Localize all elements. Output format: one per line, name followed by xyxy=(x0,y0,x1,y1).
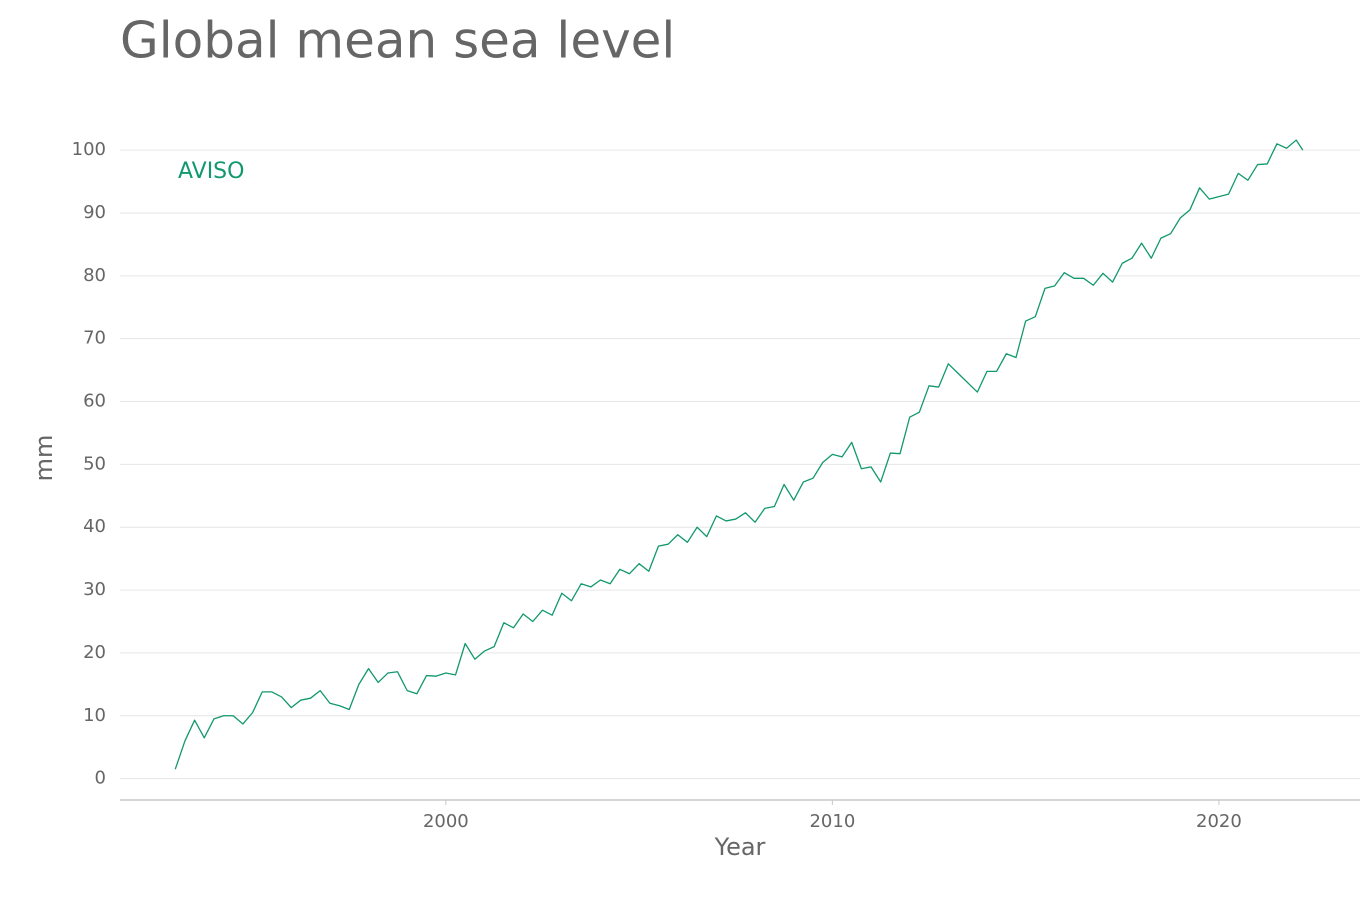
x-tick-label: 2010 xyxy=(809,811,855,832)
y-tick-label: 90 xyxy=(83,202,106,223)
y-axis-label: mm xyxy=(30,435,58,482)
y-tick-label: 20 xyxy=(83,642,106,663)
y-tick-label: 40 xyxy=(83,516,106,537)
y-tick-label: 10 xyxy=(83,705,106,726)
y-tick-label: 0 xyxy=(95,768,106,789)
y-tick-label: 60 xyxy=(83,391,106,412)
y-tick-label: 100 xyxy=(72,139,106,160)
x-tick-label: 2000 xyxy=(423,811,469,832)
data-line xyxy=(174,139,1304,770)
series-label: AVISO xyxy=(178,159,244,184)
chart-title: Global mean sea level xyxy=(120,12,675,70)
y-tick-label: 70 xyxy=(83,328,106,349)
x-axis-label: Year xyxy=(714,833,766,861)
y-tick-label: 30 xyxy=(83,579,106,600)
y-tick-label: 50 xyxy=(83,453,106,474)
x-tick-label: 2020 xyxy=(1196,811,1242,832)
y-tick-label: 80 xyxy=(83,265,106,286)
